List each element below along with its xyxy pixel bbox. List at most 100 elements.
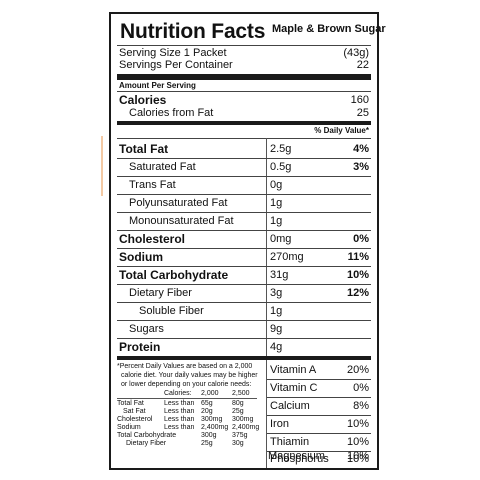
footnote-cell: Less than <box>164 400 195 407</box>
nutrient-name: Trans Fat <box>129 179 176 191</box>
calories-value: 160 <box>350 94 369 106</box>
vitamin-dv: 10% <box>346 453 369 465</box>
nutrient-dv: 0% <box>353 233 369 245</box>
nutrient-name: Total Fat <box>119 142 169 156</box>
nutrient-column-divider <box>266 138 267 356</box>
vitamin-divider <box>267 379 371 380</box>
nutrient-amount: 31g <box>270 269 289 281</box>
nutrient-name: Sugars <box>129 323 164 335</box>
vitamin-dv: 8% <box>353 400 369 412</box>
vitamin-name: Phosphorus <box>270 453 329 465</box>
nutrient-dv: 12% <box>346 287 369 299</box>
vitamin-dv: 10% <box>346 436 369 448</box>
nutrient-amount: 0g <box>270 179 283 191</box>
footnote-cell: 300g <box>201 432 217 439</box>
title-divider <box>117 45 371 46</box>
nutrient-name: Sodium <box>119 250 163 264</box>
servings-per-container-value: 22 <box>356 59 369 71</box>
footnote-cell: Less than <box>164 424 195 431</box>
vitamin-dv: 0% <box>353 382 369 394</box>
nutrient-divider <box>117 230 371 231</box>
nutrient-name: Total Carbohydrate <box>119 268 229 282</box>
footnote-cell: 375g <box>232 432 248 439</box>
nutrient-amount: 2.5g <box>270 143 292 155</box>
footnote-cell: Sat Fat <box>123 408 146 415</box>
nutrient-amount: 0.5g <box>270 161 292 173</box>
thick-bar-middle <box>117 121 371 125</box>
nutrient-amount: 9g <box>270 323 283 335</box>
amount-divider <box>117 91 371 92</box>
amount-per-serving: Amount Per Serving <box>119 81 196 90</box>
nutrient-name: Protein <box>119 340 161 354</box>
nutrient-divider <box>117 284 371 285</box>
nutrient-divider <box>117 212 371 213</box>
nutrient-divider <box>117 248 371 249</box>
footnote-cell: 2,400mg <box>201 424 229 431</box>
vitamin-dv: 10% <box>346 450 369 462</box>
nutrient-divider <box>117 176 371 177</box>
nutrient-name: Cholesterol <box>119 232 186 246</box>
serving-size-value: (43g) <box>343 47 369 59</box>
vitamin-dv: 20% <box>346 364 369 376</box>
vitamin-name: Vitamin C <box>270 382 318 394</box>
vitamin-name: Iron <box>270 418 289 430</box>
nutrient-divider <box>117 158 371 159</box>
vitamin-name: Magnesium <box>268 450 325 462</box>
vitamin-name: Thiamin <box>270 436 310 448</box>
footnote-cell: Sodium <box>117 424 141 431</box>
nutrient-dv: 4% <box>353 143 369 155</box>
nutrient-dv: 3% <box>353 161 369 173</box>
vitamin-divider <box>267 451 371 452</box>
nutrient-amount: 4g <box>270 341 283 353</box>
footnote-cell: 25g <box>232 408 244 415</box>
calories-from-fat-label: Calories from Fat <box>129 107 214 119</box>
footnote-cell: 300mg <box>232 416 254 423</box>
footnote-calories-2000: 2,000 <box>201 390 219 397</box>
nutrient-divider <box>117 338 371 339</box>
nutrient-name: Dietary Fiber <box>129 287 192 299</box>
footnote-cell: Cholesterol <box>117 416 153 423</box>
footnote-column-divider <box>266 360 267 468</box>
footnote-line: *Percent Daily Values are based on a 2,0… <box>117 363 253 370</box>
vitamin-divider <box>267 397 371 398</box>
footnote-calories-2500: 2,500 <box>232 390 250 397</box>
nutrient-divider <box>117 194 371 195</box>
nutrient-divider <box>117 266 371 267</box>
label-title: Nutrition Facts <box>120 20 266 43</box>
vitamin-name: Calcium <box>270 400 310 412</box>
footnote-cell: 20g <box>201 408 213 415</box>
vitamin-divider <box>267 433 371 434</box>
calories-from-fat-value: 25 <box>356 107 369 119</box>
footnote-cell: Less than <box>164 416 195 423</box>
nutrient-amount: 3g <box>270 287 283 299</box>
calories-label: Calories <box>119 93 167 107</box>
footnote-cell: Total Carbohydrate <box>117 432 177 439</box>
nutrient-name: Polyunsaturated Fat <box>129 197 228 209</box>
footnote-cell: 80g <box>232 400 244 407</box>
edge-accent-mark <box>101 136 103 196</box>
product-variant: Maple & Brown Sugar <box>272 23 386 35</box>
footnote-cell: 30g <box>232 440 244 447</box>
footnote-cell: Dietary Fiber <box>126 440 167 447</box>
dv-divider <box>117 138 371 139</box>
vitamin-divider <box>267 415 371 416</box>
nutrient-dv: 11% <box>347 251 369 263</box>
footnote-table-rule <box>117 398 257 399</box>
nutrition-facts-label: Nutrition Facts Maple & Brown Sugar Serv… <box>109 12 386 470</box>
thick-bar-bottom <box>117 356 371 360</box>
serving-size-label: Serving Size 1 Packet <box>119 47 227 59</box>
nutrient-amount: 1g <box>270 197 283 209</box>
footnote-line: or lower depending on your calorie needs… <box>121 381 252 388</box>
nutrient-name: Soluble Fiber <box>139 305 204 317</box>
nutrient-dv: 10% <box>346 269 369 281</box>
footnote-calories-label: Calories: <box>164 390 192 397</box>
servings-per-container-label: Servings Per Container <box>119 59 233 71</box>
nutrient-amount: 1g <box>270 215 283 227</box>
nutrient-amount: 1g <box>270 305 283 317</box>
footnote-cell: 65g <box>201 400 213 407</box>
footnote-line: calorie diet. Your daily values may be h… <box>121 372 258 379</box>
nutrient-divider <box>117 320 371 321</box>
nutrient-name: Saturated Fat <box>129 161 196 173</box>
footnote-cell: 2,400mg <box>232 424 260 431</box>
footnote-cell: Total Fat <box>117 400 144 407</box>
